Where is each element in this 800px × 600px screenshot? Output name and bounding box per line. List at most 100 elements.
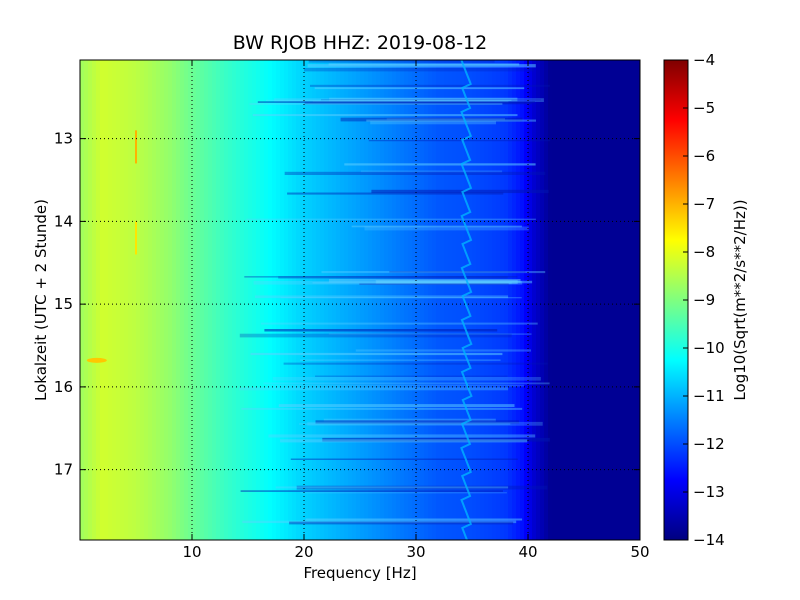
heatmap-column xyxy=(272,60,277,540)
heatmap-band xyxy=(239,333,512,338)
heatmap-column xyxy=(452,60,457,540)
heatmap-column xyxy=(216,60,221,540)
heatmap-band xyxy=(264,329,498,332)
heatmap-band xyxy=(368,140,551,142)
heatmap-band xyxy=(287,192,504,195)
heatmap-band xyxy=(389,271,526,273)
y-axis-label: Lokalzeit (UTC + 2 Stunde) xyxy=(32,199,50,401)
heatmap-column xyxy=(132,60,137,540)
heatmap-column xyxy=(504,60,509,540)
heatmap-column xyxy=(492,60,497,540)
heatmap-band xyxy=(307,421,543,426)
heatmap-column xyxy=(80,60,85,540)
y-tick-label: 13 xyxy=(54,130,73,148)
heatmap-column xyxy=(408,60,413,540)
heatmap-column xyxy=(608,60,613,540)
heatmap-column xyxy=(124,60,129,540)
heatmap-column xyxy=(592,60,597,540)
heatmap-column xyxy=(116,60,121,540)
heatmap-column xyxy=(388,60,393,540)
heatmap-column xyxy=(400,60,405,540)
heatmap-column xyxy=(552,60,557,540)
heatmap-band xyxy=(241,407,523,410)
heatmap-band xyxy=(238,387,509,391)
x-tick-label: 20 xyxy=(294,543,313,561)
heatmap-column xyxy=(180,60,185,540)
heatmap-band xyxy=(266,99,512,101)
heatmap-column xyxy=(488,60,493,540)
heatmap-band xyxy=(315,375,508,377)
heatmap-band xyxy=(246,218,536,220)
heatmap-band xyxy=(329,97,518,102)
heatmap-column xyxy=(420,60,425,540)
heatmap-column xyxy=(280,60,285,540)
heatmap-column xyxy=(572,60,577,540)
heatmap-column xyxy=(436,60,441,540)
heatmap-column xyxy=(96,60,101,540)
heatmap-band xyxy=(300,359,501,361)
heatmap-column xyxy=(92,60,97,540)
heatmap-band xyxy=(321,99,541,101)
heatmap-band xyxy=(366,119,536,122)
heatmap-column xyxy=(156,60,161,540)
heatmap-band xyxy=(304,102,532,105)
heatmap-column xyxy=(500,60,505,540)
heatmap-column xyxy=(596,60,601,540)
heatmap-column xyxy=(568,60,573,540)
colorbar-tick-label: −7 xyxy=(693,195,715,213)
heatmap-column xyxy=(268,60,273,540)
heatmap-column xyxy=(612,60,617,540)
heatmap-band xyxy=(308,60,495,63)
heatmap-column xyxy=(328,60,333,540)
heatmap-column xyxy=(140,60,145,540)
heatmap-column xyxy=(324,60,329,540)
heatmap-column xyxy=(476,60,481,540)
heatmap-band xyxy=(360,170,503,173)
heatmap-column xyxy=(320,60,325,540)
heatmap-column xyxy=(232,60,237,540)
heatmap-column xyxy=(108,60,113,540)
heatmap-column xyxy=(396,60,401,540)
heatmap-band xyxy=(376,280,533,284)
heatmap-column xyxy=(440,60,445,540)
heatmap-column xyxy=(624,60,629,540)
heatmap-column xyxy=(372,60,377,540)
heatmap-band xyxy=(310,84,550,87)
colorbar-tick-label: −6 xyxy=(693,147,715,165)
heatmap-column xyxy=(196,60,201,540)
heatmap-column xyxy=(448,60,453,540)
colorbar-tick-label: −9 xyxy=(693,291,715,309)
heatmap-column xyxy=(620,60,625,540)
heatmap-column xyxy=(184,60,189,540)
heatmap-band xyxy=(364,226,529,231)
heatmap-band xyxy=(299,423,511,425)
heatmap-band xyxy=(290,458,518,460)
heatmap-column xyxy=(148,60,153,540)
heatmap-band xyxy=(278,404,515,407)
heatmap-column xyxy=(600,60,605,540)
heatmap-column xyxy=(380,60,385,540)
x-axis-label: Frequency [Hz] xyxy=(303,564,416,582)
heatmap-band xyxy=(322,437,550,442)
heatmap-column xyxy=(304,60,309,540)
heatmap-band xyxy=(315,420,520,424)
heatmap-column xyxy=(200,60,205,540)
heatmap-column xyxy=(292,60,297,540)
heatmap-column xyxy=(88,60,93,540)
colorbar-tick-label: −5 xyxy=(693,99,715,117)
grid-lines xyxy=(80,60,640,540)
heatmap-column xyxy=(172,60,177,540)
heatmap-column xyxy=(604,60,609,540)
heatmap-column xyxy=(368,60,373,540)
heatmap-column xyxy=(244,60,249,540)
heatmap-column xyxy=(404,60,409,540)
heatmap-band xyxy=(263,382,550,385)
x-tick-label: 10 xyxy=(182,543,201,561)
colorbar-tick-label: −10 xyxy=(693,339,725,357)
heatmap-column xyxy=(584,60,589,540)
heatmap-column xyxy=(548,60,553,540)
heatmap-band xyxy=(283,362,548,365)
heatmap-column xyxy=(580,60,585,540)
heatmap-column xyxy=(208,60,213,540)
y-tick-label: 14 xyxy=(54,212,73,230)
